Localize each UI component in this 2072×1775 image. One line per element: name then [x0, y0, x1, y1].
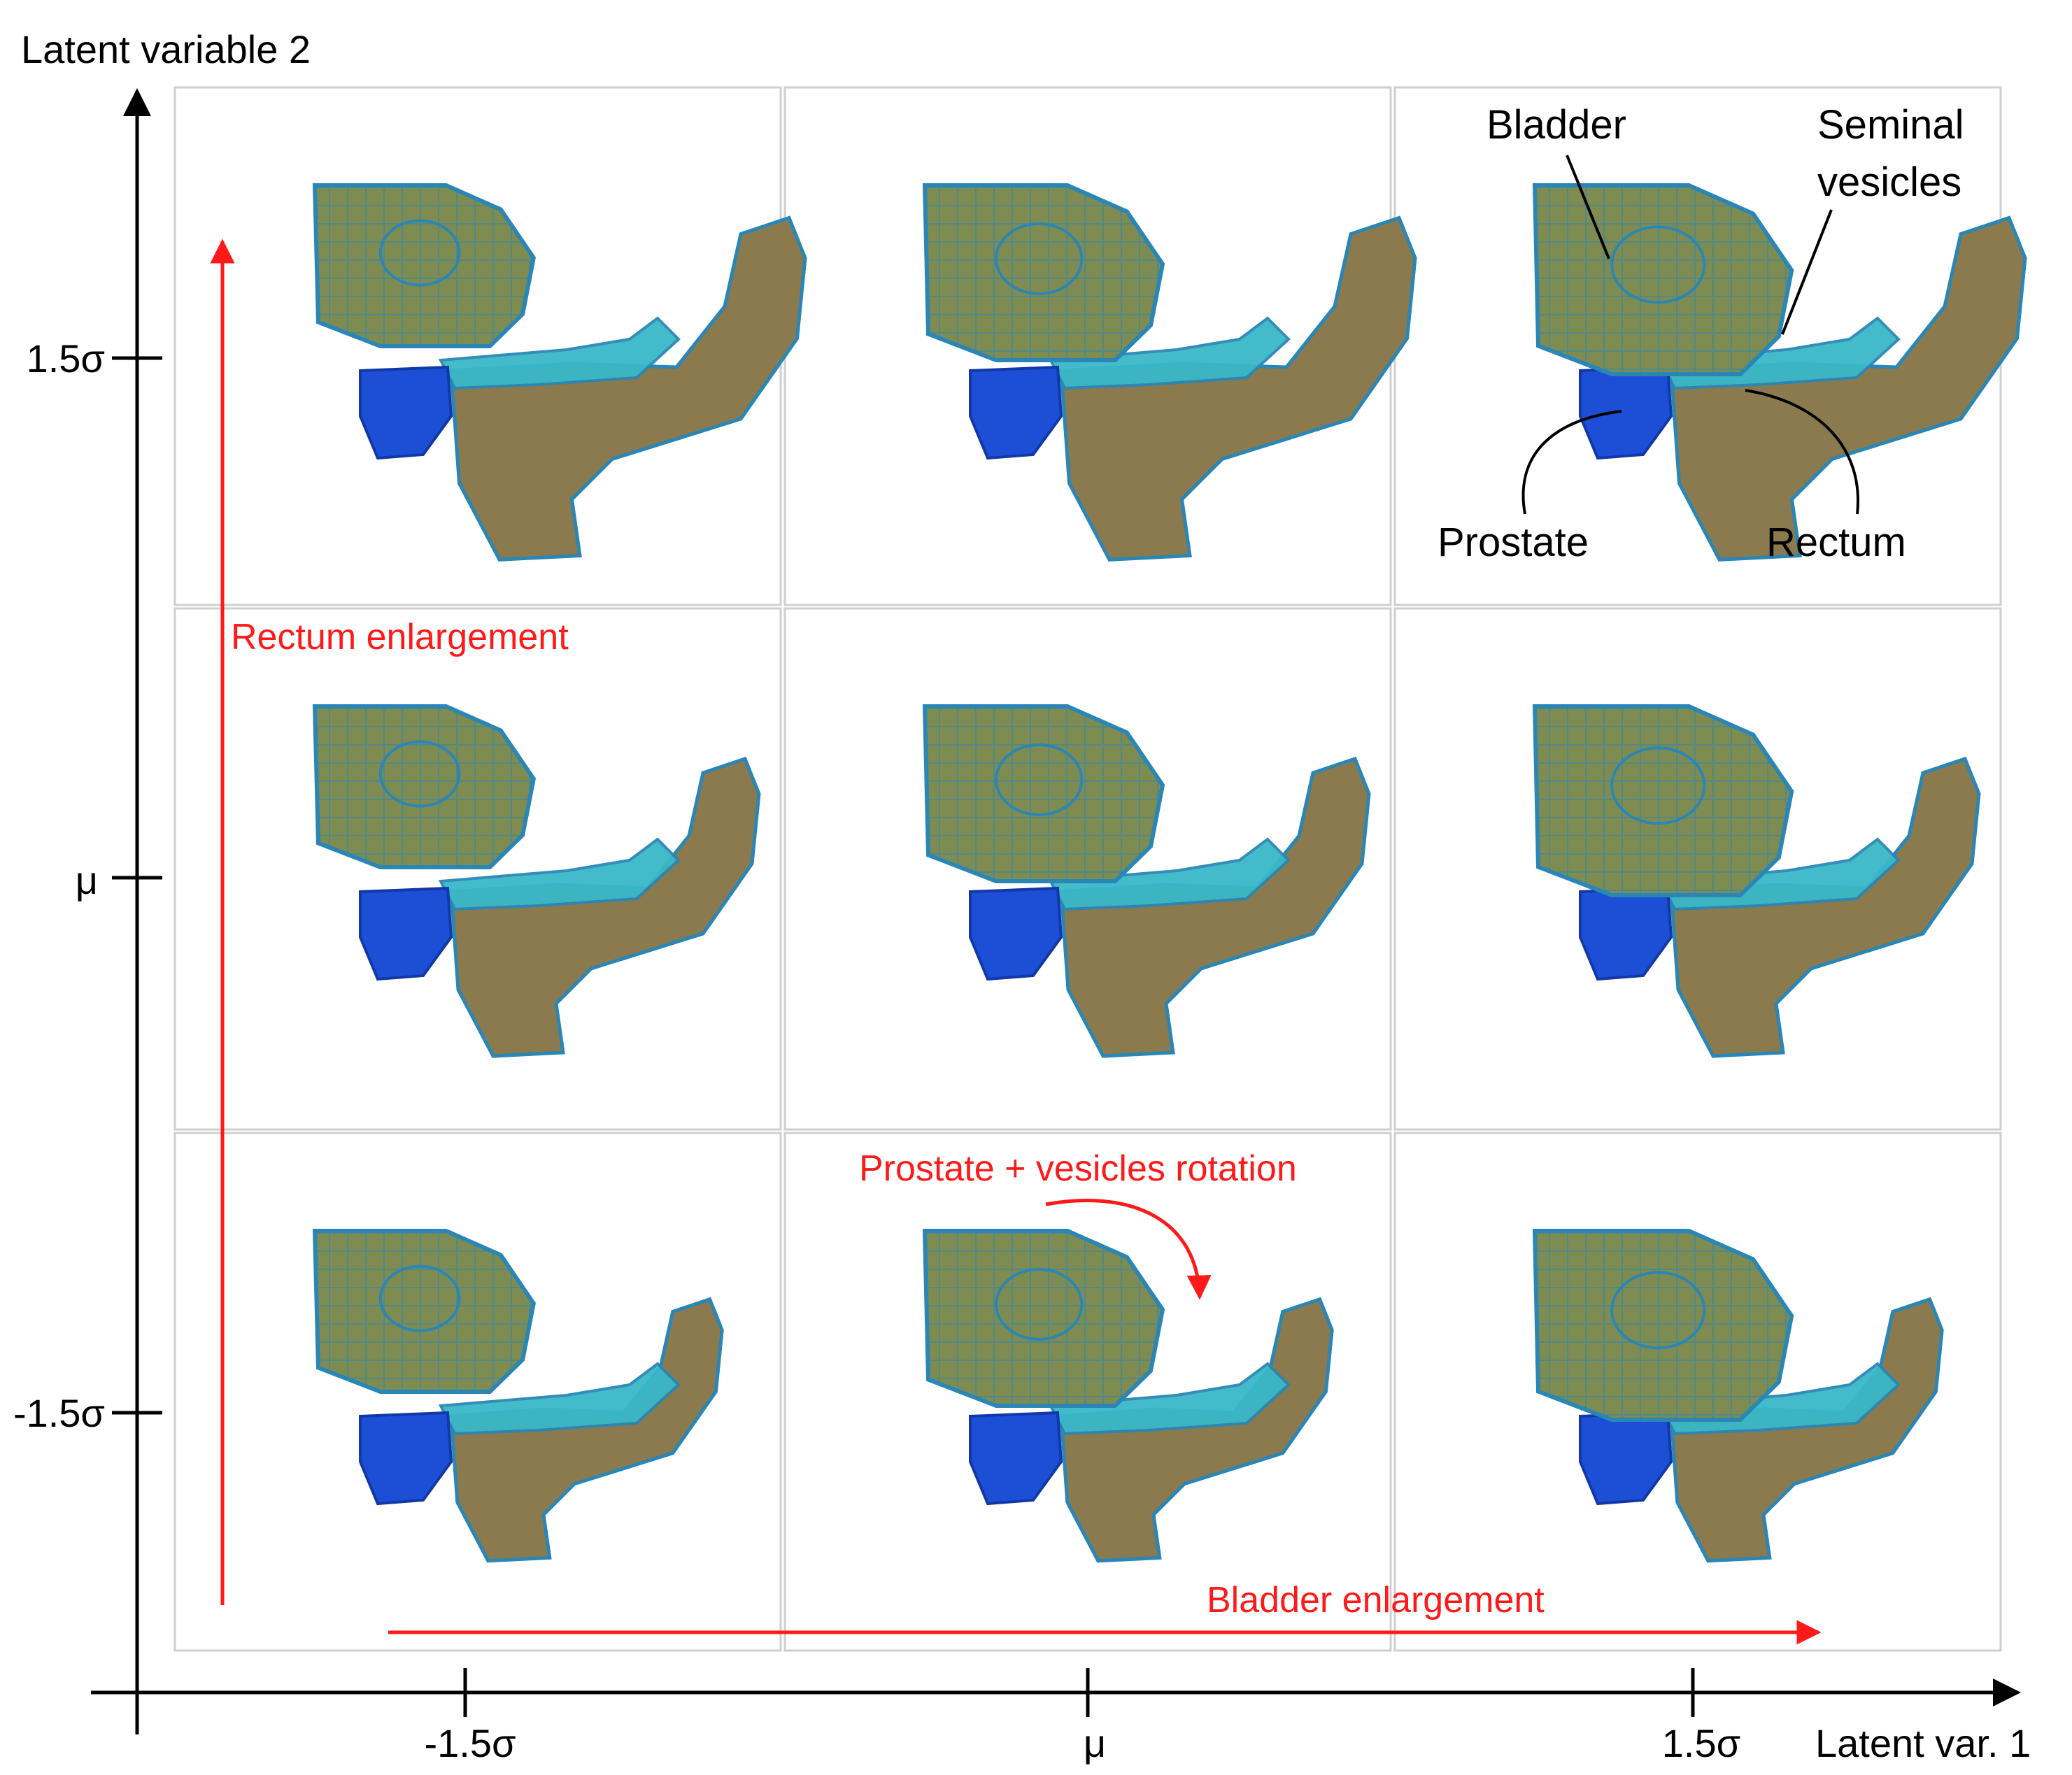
- bladder-texture: [1535, 706, 1792, 895]
- seminal-vesicles-label-line2: vesicles: [1817, 159, 1961, 205]
- organ-render-panel: [312, 704, 761, 1058]
- seminal-vesicles-shape: [438, 1362, 681, 1436]
- x-tick-label-1: -1.5σ: [424, 1721, 516, 1765]
- bladder-texture: [315, 185, 534, 346]
- prostate-pointer: [1521, 410, 1622, 515]
- prostate-shape: [969, 365, 1063, 460]
- bladder-contour: [995, 222, 1084, 295]
- seminal-vesicles-shape: [1048, 1362, 1291, 1436]
- y-axis-title: Latent variable 2: [21, 27, 311, 71]
- organ-renders: [312, 183, 2027, 1563]
- prostate-shape: [359, 1411, 453, 1506]
- seminal-vesicles-shape: [438, 316, 681, 390]
- x-axis-title: Latent var. 1: [1815, 1721, 2031, 1765]
- bladder-enlargement-label: Bladder enlargement: [1207, 1580, 1545, 1620]
- x-tick-label-2: μ: [1084, 1721, 1106, 1765]
- x-tick-label-3: 1.5σ: [1662, 1721, 1740, 1765]
- rectum-label: Rectum: [1766, 520, 1906, 565]
- bladder-texture: [315, 706, 534, 867]
- seminal-vesicles-shape: [1048, 837, 1291, 911]
- rectum-enlargement-label: Rectum enlargement: [231, 617, 569, 657]
- prostate-shape: [359, 365, 453, 460]
- bladder-label: Bladder: [1486, 102, 1626, 148]
- prostate-shape: [359, 886, 453, 981]
- seminal-vesicles-pointer: [1781, 209, 1833, 335]
- bladder-contour: [378, 219, 461, 287]
- y-tick-label-2: μ: [76, 858, 98, 902]
- bladder-contour: [995, 1268, 1084, 1341]
- organ-render-panel: [312, 183, 807, 562]
- rectum-shape: [1669, 215, 2027, 562]
- organ-render-panel: [1532, 704, 1981, 1058]
- bladder-texture: [1535, 185, 1792, 374]
- bladder-texture: [925, 706, 1163, 881]
- bladder-contour: [1610, 746, 1706, 825]
- bladder-contour: [378, 1264, 461, 1332]
- rectum-pointer: [1745, 389, 1859, 515]
- organ-render-panel: [312, 1229, 724, 1563]
- organ-render-panel: [922, 183, 1417, 562]
- bladder-texture: [1535, 1231, 1792, 1420]
- bladder-texture: [315, 1231, 534, 1392]
- prostate-label: Prostate: [1438, 520, 1589, 565]
- seminal-vesicles-shape: [438, 837, 681, 911]
- rectum-shape: [1059, 215, 1417, 562]
- bladder-pointer: [1566, 155, 1610, 259]
- panel-grid: [173, 86, 2002, 1652]
- bladder-texture: [925, 185, 1163, 360]
- prostate-shape: [969, 1411, 1063, 1506]
- bladder-contour: [995, 743, 1084, 816]
- rotation-arrow: [1045, 1199, 1212, 1300]
- seminal-vesicles-label-line1: Seminal: [1817, 102, 1964, 148]
- rectum-shape: [449, 215, 807, 562]
- y-tick-label-3: -1.5σ: [13, 1391, 105, 1435]
- bladder-contour: [1610, 225, 1706, 304]
- organ-render-panel: [1532, 1229, 1944, 1563]
- organ-render-panel: [922, 1229, 1334, 1563]
- bladder-contour: [1610, 1271, 1706, 1350]
- bladder-contour: [378, 740, 461, 808]
- prostate-shape: [969, 886, 1063, 981]
- rotation-label: Prostate + vesicles rotation: [859, 1148, 1297, 1189]
- seminal-vesicles-shape: [1048, 316, 1291, 390]
- bladder-texture: [925, 1231, 1163, 1406]
- organ-render-panel: [922, 704, 1371, 1058]
- y-tick-label-1: 1.5σ: [27, 336, 105, 380]
